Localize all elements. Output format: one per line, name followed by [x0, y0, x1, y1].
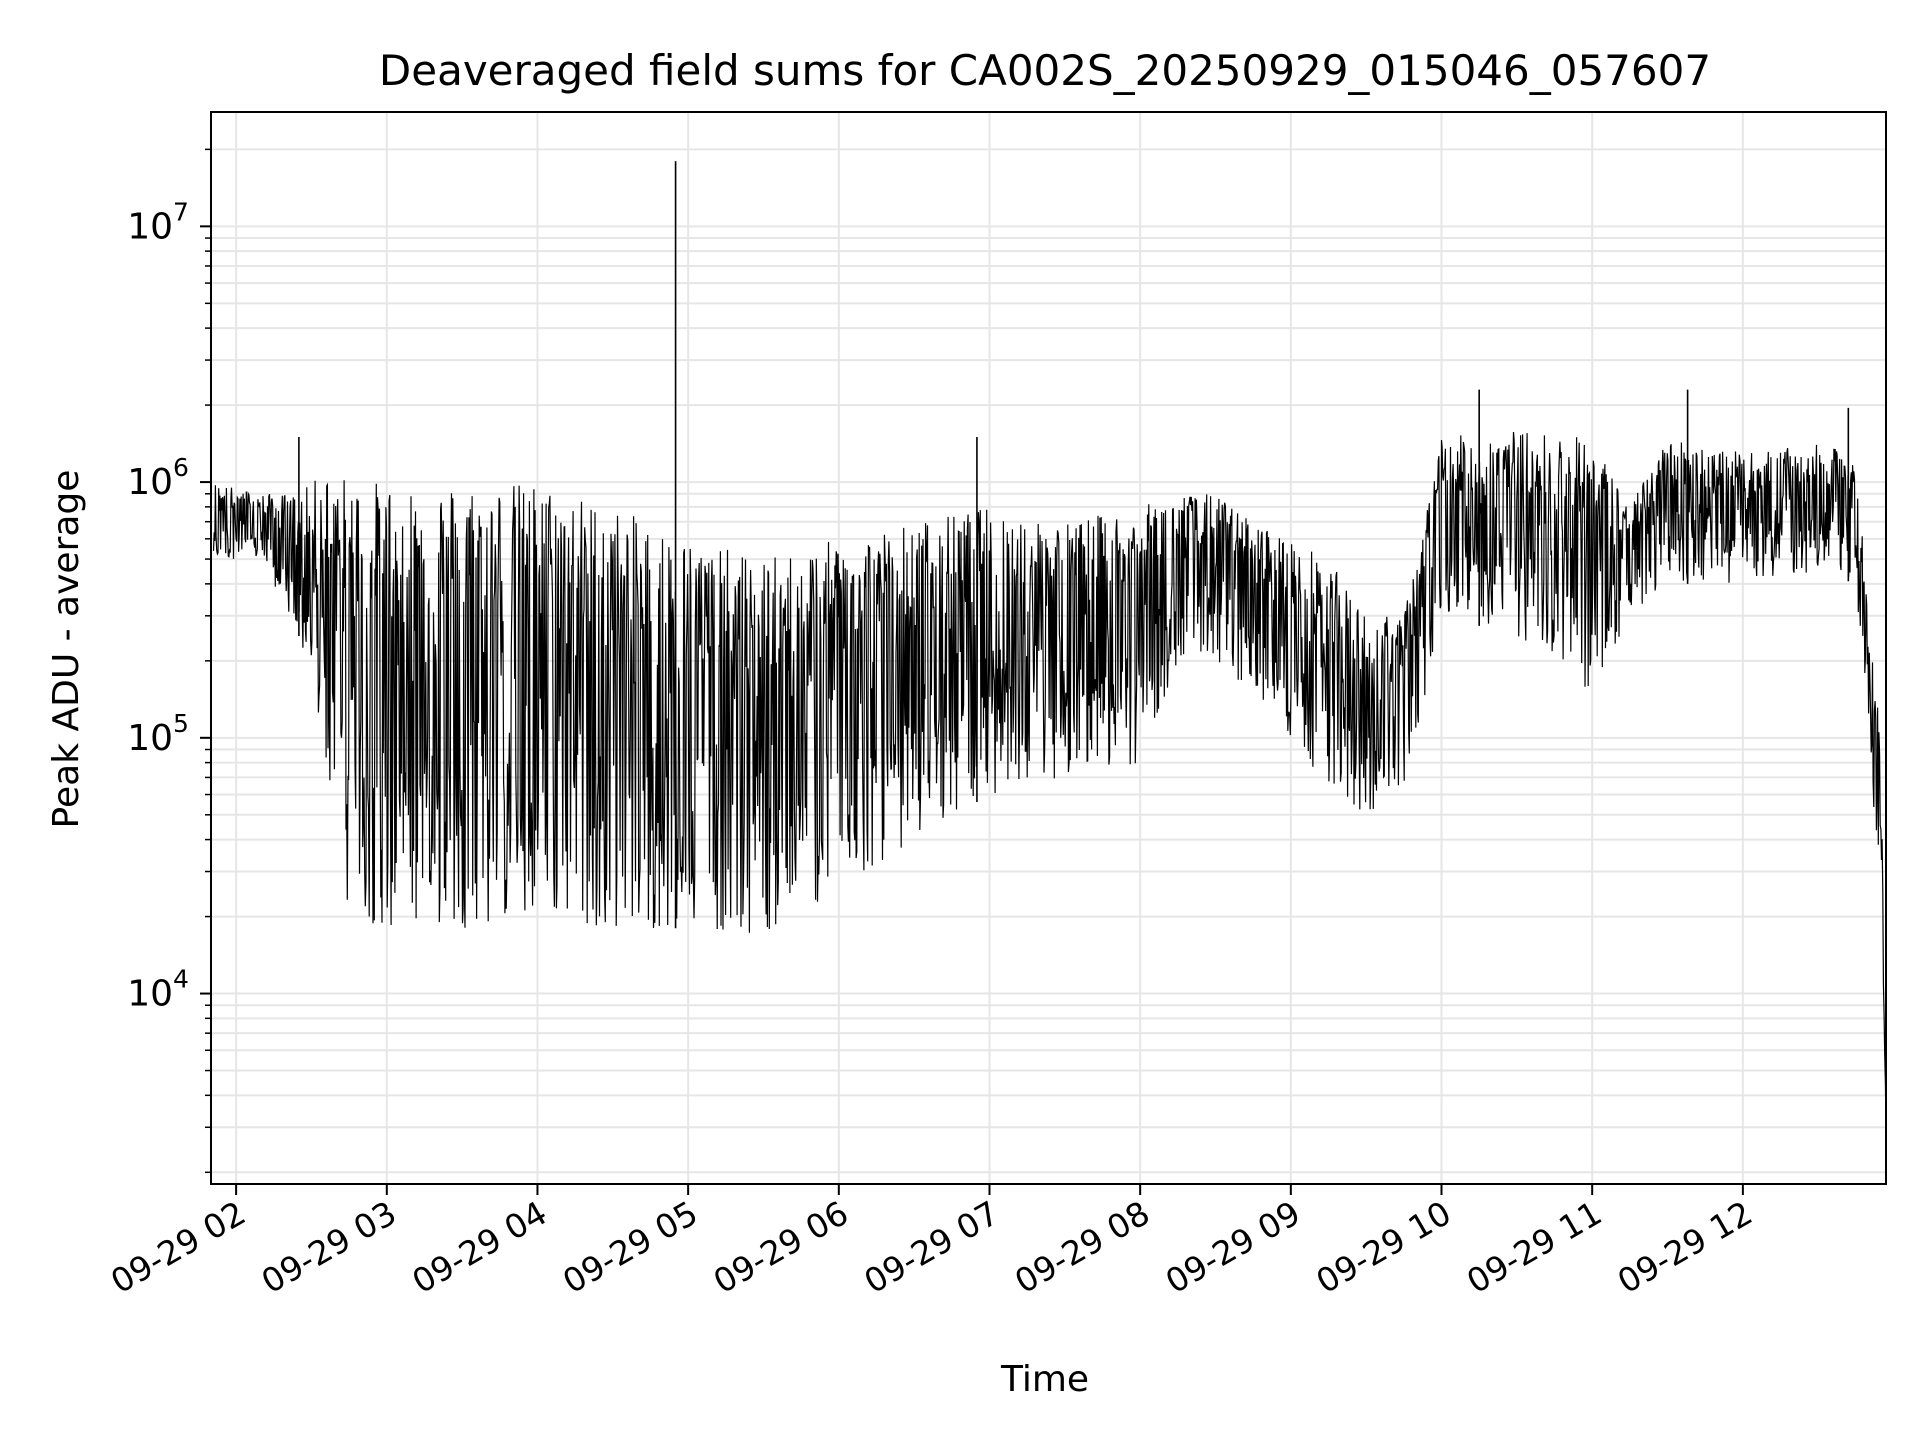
- y-tick-exponent: 4: [173, 965, 189, 994]
- y-tick-label: 10 4: [127, 965, 189, 1015]
- y-tick-label: 10 7: [127, 197, 189, 247]
- y-tick-exponent: 5: [173, 709, 189, 738]
- y-tick-base: 10: [127, 718, 173, 759]
- y-tick-label: 10 5: [127, 709, 189, 759]
- y-tick-exponent: 7: [173, 197, 189, 226]
- y-tick-label: 10 6: [127, 453, 189, 503]
- plot-frame: [210, 111, 1887, 1185]
- y-tick-base: 10: [127, 974, 173, 1015]
- y-tick-exponent: 6: [173, 453, 189, 482]
- x-axis-label: Time: [1000, 1359, 1089, 1400]
- y-axis-label: Peak ADU - average: [46, 470, 87, 829]
- y-tick-base: 10: [127, 462, 173, 503]
- chart-title: Deaveraged field sums for CA002S_2025092…: [379, 46, 1711, 95]
- y-tick-base: 10: [127, 206, 173, 247]
- series: [212, 161, 1887, 1134]
- series-line: [212, 431, 1887, 1134]
